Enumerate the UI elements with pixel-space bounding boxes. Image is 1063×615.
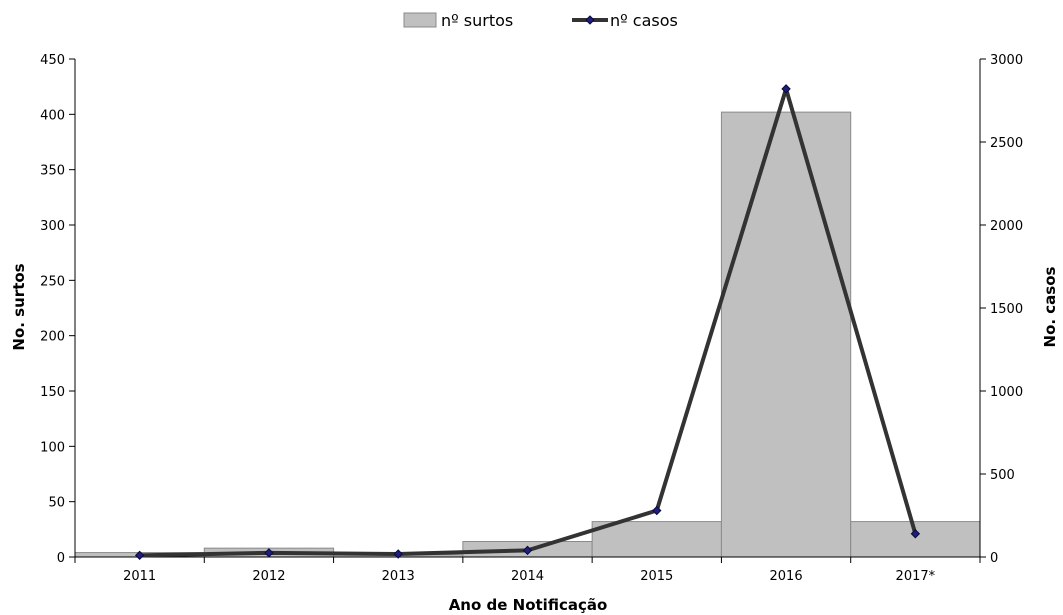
point-casos-2015	[652, 505, 662, 516]
y-left-tick-label: 250	[40, 274, 65, 289]
point-casos-2011	[134, 550, 145, 561]
y-left-tick-label: 150	[40, 385, 65, 400]
legend-label-casos: nº casos	[610, 11, 678, 30]
x-tick-label: 2015	[640, 569, 673, 584]
point-casos-2014	[522, 545, 533, 556]
point-casos-2012	[264, 548, 274, 558]
y-right-tick-label: 1000	[990, 385, 1023, 400]
y-left-tick-label: 200	[40, 330, 65, 345]
y-left-tick-label: 450	[40, 53, 65, 68]
x-axis-title: Ano de Notificação	[449, 596, 608, 614]
y-left-tick-label: 300	[40, 219, 65, 234]
bar-surtos-2015	[591, 521, 722, 558]
bar-surtos-2016	[720, 111, 852, 558]
axes-layer: 0 50 100 150 200 250 300 350 400 450 0 500 1000 1500 2…	[40, 53, 1023, 584]
y-axis-title-left: No. surtos	[10, 263, 28, 350]
y-left-tick-label: 50	[48, 496, 65, 511]
bars-layer	[74, 111, 981, 558]
y-left-tick-label: 400	[40, 108, 65, 123]
y-right-tick-label: 3000	[990, 53, 1023, 68]
x-tick-label: 2014	[511, 569, 544, 584]
y-right-tick-label: 0	[990, 551, 998, 566]
y-right-tick-label: 500	[990, 468, 1015, 483]
point-casos-2016	[781, 84, 791, 94]
y-left-tick-label: 350	[40, 164, 65, 179]
point-casos-2013	[393, 549, 403, 559]
legend-label-surtos: nº surtos	[441, 11, 513, 30]
x-tick-label: 2011	[123, 569, 156, 584]
legend-swatch-surtos	[403, 12, 437, 28]
x-tick-label: 2012	[252, 569, 285, 584]
y-right-tick-label: 2500	[990, 136, 1023, 151]
x-tick-label: 2017*	[896, 569, 936, 584]
y-right-tick-label: 2000	[990, 219, 1023, 234]
point-casos-2017*	[910, 529, 921, 539]
line-layer	[134, 84, 921, 561]
y-axis-title-right: No. casos	[1041, 266, 1059, 347]
legend-marker-casos	[585, 15, 595, 25]
legend: nº surtos nº casos	[403, 11, 678, 30]
y-left-tick-label: 0	[57, 551, 65, 566]
y-left-tick-label: 100	[40, 440, 65, 455]
x-tick-label: 2016	[770, 569, 803, 584]
y-right-tick-label: 1500	[990, 302, 1023, 317]
x-tick-label: 2013	[382, 569, 415, 584]
